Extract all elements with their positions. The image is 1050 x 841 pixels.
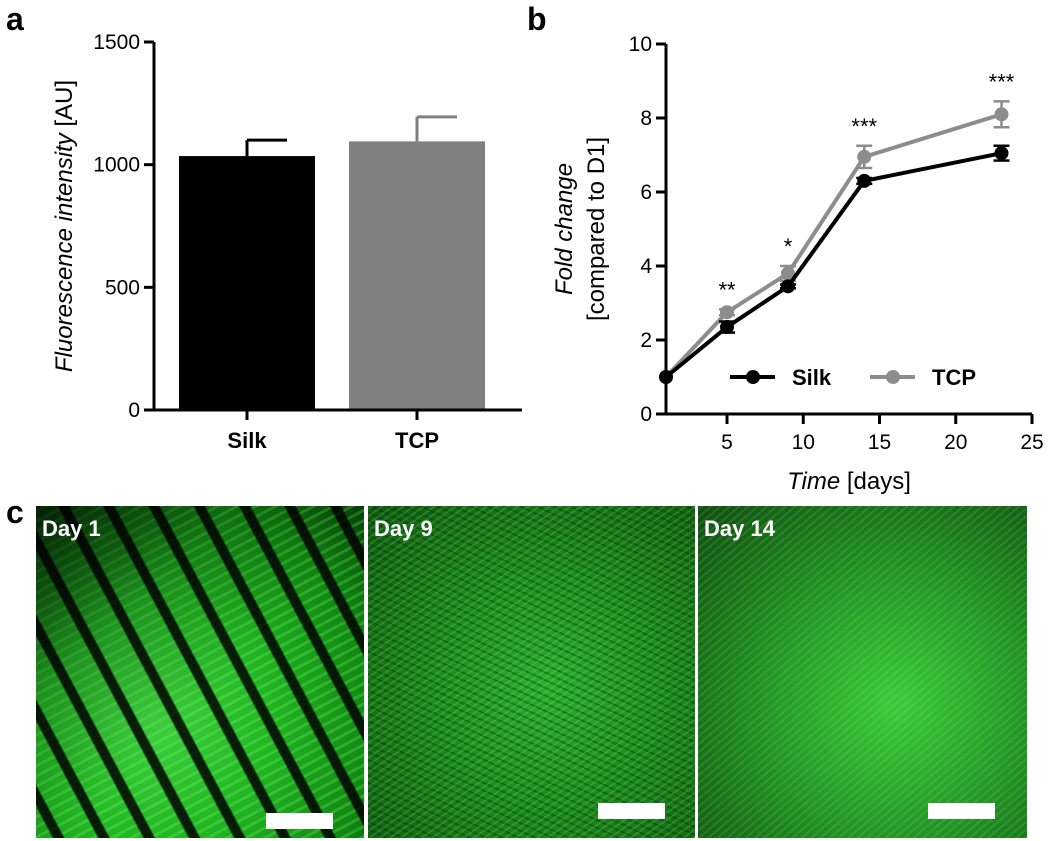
scale-bar: [598, 803, 665, 819]
x-axis-label-unit: [days]: [840, 468, 911, 495]
data-point: [857, 173, 872, 188]
data-point: [659, 370, 673, 384]
significance-label: *: [784, 234, 793, 259]
bar-tcp: [349, 141, 485, 411]
y-tick-label: 1000: [93, 154, 140, 177]
y-tick-label: 1500: [93, 31, 140, 54]
x-tick-label: 15: [868, 431, 891, 454]
legend-item-silk: Silk: [730, 365, 832, 390]
y-tick-label: 4: [640, 255, 652, 278]
y-tick-label: 500: [105, 276, 140, 299]
micrograph-label: Day 1: [42, 516, 101, 541]
y-axis-label: Fluorescence intensity [AU]: [51, 80, 78, 372]
panel-a-letter: a: [6, 1, 24, 37]
legend-label: Silk: [792, 365, 832, 390]
legend-swatch-marker: [886, 370, 900, 384]
y-tick-label: 10: [629, 33, 652, 56]
y-axis-label-line2: [compared to D1]: [583, 137, 610, 321]
bar-series: [179, 141, 485, 411]
micrograph-day1: Day 1: [36, 506, 364, 838]
legend-swatch-marker: [746, 370, 760, 384]
x-tick-label: 20: [944, 431, 967, 454]
line-series: [659, 100, 1010, 384]
y-ticks: 0 2 4 6 8 10: [629, 33, 666, 426]
panel-a: a 0 500 1000 1500 Silk TCP Fluorescence inte…: [6, 1, 522, 453]
y-ticks: 0 500 1000 1500: [93, 31, 154, 422]
data-point: [994, 107, 1009, 122]
data-point: [781, 279, 795, 294]
error-bars: [245, 115, 457, 157]
micrograph-day9: Day 9: [368, 506, 695, 838]
y-tick-label: 6: [640, 181, 652, 204]
y-tick-label: 2: [640, 329, 652, 352]
x-categories: Silk TCP: [227, 410, 439, 453]
significance-label: ***: [851, 114, 877, 139]
micrograph-day14: Day 14: [698, 506, 1027, 838]
figure-charts: a 0 500 1000 1500 Silk TCP Fluorescence inte…: [6, 1, 1044, 495]
panel-c-letter: c: [6, 494, 24, 530]
significance-label: ***: [989, 69, 1015, 94]
y-axis-label-unit: [AU]: [51, 80, 78, 133]
y-tick-label: 8: [640, 107, 652, 130]
x-tick-label: 25: [1020, 431, 1043, 454]
series-silk: [659, 144, 1010, 384]
y-axis-label-italic: Fluorescence intensity: [51, 131, 78, 372]
significance-label: **: [718, 277, 736, 302]
data-point: [857, 149, 872, 164]
data-point: [720, 320, 734, 335]
y-tick-label: 0: [640, 403, 652, 426]
panel-b-letter: b: [527, 1, 547, 37]
micrograph-label: Day 9: [374, 516, 433, 541]
data-point: [994, 146, 1009, 161]
x-axis-label-italic: Time: [787, 468, 840, 495]
legend-label: TCP: [932, 365, 976, 390]
scale-bar: [266, 813, 333, 829]
series-line: [664, 151, 1002, 379]
micrograph-label: Day 14: [704, 516, 775, 541]
x-tick-label: 10: [792, 431, 815, 454]
scale-bar: [928, 803, 995, 819]
data-point: [781, 266, 795, 281]
data-point: [720, 305, 734, 320]
x-category-label: Silk: [227, 428, 267, 453]
y-tick-label: 0: [128, 399, 140, 422]
x-ticks: 5 10 15 20 25: [721, 414, 1044, 454]
significance-markers: *********: [718, 69, 1014, 302]
bar-silk: [179, 156, 315, 410]
y-axis-label-line1: Fold change: [551, 163, 578, 295]
x-axis-label: Time [days]: [787, 468, 911, 495]
x-tick-label: 5: [721, 431, 733, 454]
legend-item-tcp: TCP: [870, 365, 976, 390]
x-category-label: TCP: [395, 428, 439, 453]
legend: Silk TCP: [730, 365, 976, 390]
